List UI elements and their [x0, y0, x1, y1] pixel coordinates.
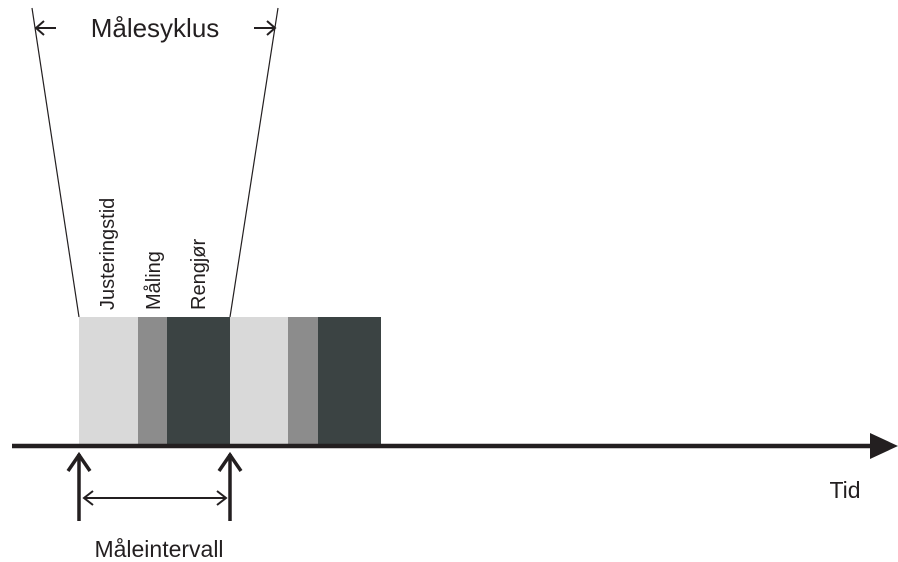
phase-label-adjust: Justeringstid	[97, 198, 119, 310]
cycle2-clean-block	[318, 317, 381, 446]
phase-label-measure: Måling	[143, 251, 165, 310]
cycle-funnel-left-line	[31, 7, 80, 318]
interval-label: Måleintervall	[94, 536, 223, 562]
phase-label-clean: Rengjør	[188, 239, 210, 310]
interval-end-marker-icon	[217, 451, 243, 521]
time-axis-arrowhead-icon	[870, 433, 898, 459]
cycle1-measure-block	[138, 317, 167, 446]
cycle2-adjust-block	[230, 317, 288, 446]
cycle-funnel-right-line	[229, 7, 279, 318]
interval-span-arrow-icon	[82, 490, 228, 506]
time-axis-label: Tid	[829, 477, 860, 503]
cycle-label: Målesyklus	[91, 13, 220, 43]
cycle1-clean-block	[167, 317, 230, 446]
cycle-right-arrow-icon	[254, 20, 277, 36]
interval-start-marker-icon	[66, 451, 92, 521]
cycle2-measure-block	[288, 317, 318, 446]
cycle-left-arrow-icon	[34, 20, 56, 36]
cycle1-adjust-block	[79, 317, 138, 446]
